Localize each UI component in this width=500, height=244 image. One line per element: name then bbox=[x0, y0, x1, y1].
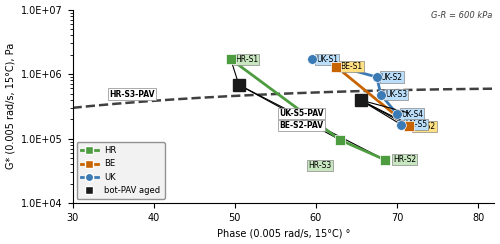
Y-axis label: G* (0.005 rad/s, 15°C), Pa: G* (0.005 rad/s, 15°C), Pa bbox=[6, 43, 16, 170]
Text: G-R = 600 kPa: G-R = 600 kPa bbox=[431, 11, 492, 20]
X-axis label: Phase (0.005 rad/s, 15°C) °: Phase (0.005 rad/s, 15°C) ° bbox=[217, 228, 350, 238]
Text: UK-S4: UK-S4 bbox=[401, 110, 423, 119]
Text: HR-S1: HR-S1 bbox=[235, 55, 258, 64]
Text: BE-S2-PAV: BE-S2-PAV bbox=[280, 121, 324, 130]
Text: BE-S1: BE-S1 bbox=[340, 62, 362, 71]
Text: UK-S3: UK-S3 bbox=[385, 90, 407, 99]
Text: BE-S2: BE-S2 bbox=[414, 122, 436, 131]
Text: UK-S5-PAV: UK-S5-PAV bbox=[280, 109, 324, 118]
Text: HR-S3-PAV: HR-S3-PAV bbox=[109, 90, 154, 99]
Text: UK-S1: UK-S1 bbox=[316, 55, 338, 64]
Text: HR-S3: HR-S3 bbox=[308, 161, 332, 170]
Legend: HR, BE, UK, bot-PAV aged: HR, BE, UK, bot-PAV aged bbox=[77, 142, 164, 199]
Text: UK-S2: UK-S2 bbox=[381, 72, 403, 81]
Text: HR-S2: HR-S2 bbox=[393, 155, 416, 164]
Text: UK-S5: UK-S5 bbox=[405, 120, 427, 129]
